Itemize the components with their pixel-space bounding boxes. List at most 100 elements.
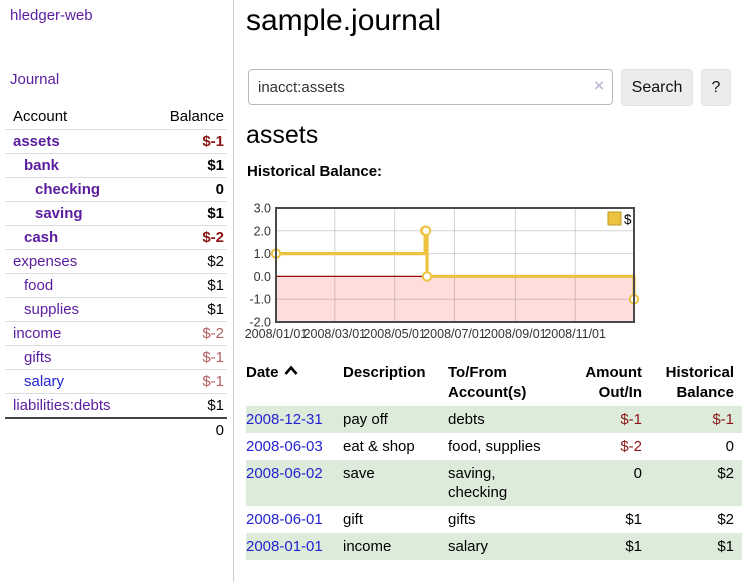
x-axis-tick-label: 2008/05/01 (363, 327, 426, 341)
account-row: saving $1 (5, 201, 227, 226)
transaction-date-link[interactable]: 2008-06-02 (246, 465, 323, 482)
register-header-amount: Amount Out/In (585, 364, 642, 401)
accounts-table-body: assets $-1 bank $1 checking 0 saving $1 cash $-2 e… (5, 129, 227, 442)
account-link[interactable]: checking (35, 180, 101, 198)
account-balance: $1 (143, 201, 227, 226)
y-axis-tick-label: -2.0 (249, 316, 271, 330)
app-title-link[interactable]: hledger-web (10, 7, 93, 24)
accounts-total-spacer (5, 416, 144, 442)
account-balance: $1 (143, 273, 227, 298)
transaction-date-link[interactable]: 2008-06-03 (246, 438, 323, 455)
account-row: supplies $1 (5, 297, 227, 322)
chart-title: Historical Balance: (247, 163, 383, 180)
account-balance: $-2 (143, 225, 227, 250)
help-button[interactable]: ? (701, 69, 731, 106)
transaction-accounts: gifts (448, 511, 476, 528)
account-row: assets $-1 (5, 129, 227, 154)
account-row: expenses $2 (5, 249, 227, 274)
account-balance: $1 (143, 153, 227, 178)
accounts-total-row: 0 (5, 416, 227, 442)
transaction-date-link[interactable]: 2008-12-31 (246, 411, 323, 428)
transaction-balance: $2 (717, 511, 734, 528)
account-link[interactable]: salary (24, 372, 65, 390)
account-link[interactable]: supplies (24, 300, 80, 318)
account-link[interactable]: bank (24, 156, 60, 174)
register-row: 2008-01-01 income salary $1 $1 (246, 533, 742, 560)
account-row: income $-2 (5, 321, 227, 346)
register-header-date[interactable]: Date (246, 360, 343, 406)
register-row: 2008-06-01 gift gifts $1 $2 (246, 506, 742, 533)
transaction-amount: $1 (625, 538, 642, 555)
register-table-body: 2008-12-31 pay off debts $-1 $-1 2008-06-03 ea… (246, 406, 742, 560)
account-link[interactable]: liabilities:debts (13, 396, 111, 414)
register-header-balance: Historical Balance (665, 364, 734, 401)
y-axis-tick-label: 0.0 (254, 270, 271, 284)
sidebar-divider (233, 0, 234, 582)
register-header-accounts: To/From Account(s) (448, 364, 527, 401)
search-input[interactable] (248, 69, 613, 105)
account-balance: $2 (143, 249, 227, 274)
transaction-accounts: debts (448, 411, 485, 428)
register-header-row: Date Description To/From Account(s) Amou… (246, 360, 742, 406)
x-axis-tick-label: 2008/03/01 (304, 327, 367, 341)
account-link[interactable]: assets (13, 132, 60, 150)
search-field-wrap: × (248, 69, 613, 105)
y-axis-tick-label: -1.0 (249, 293, 271, 307)
register-row: 2008-06-02 save saving, checking 0 $2 (246, 460, 742, 506)
legend-label: $ (624, 212, 632, 227)
transaction-accounts: salary (448, 538, 489, 555)
accounts-header-account: Account (5, 105, 144, 130)
x-axis-tick-label: 2008/07/01 (423, 327, 486, 341)
account-heading: assets (246, 121, 319, 149)
y-axis-tick-label: 1.0 (254, 247, 271, 261)
account-row: checking 0 (5, 177, 227, 202)
transaction-date-link[interactable]: 2008-01-01 (246, 538, 323, 555)
account-link[interactable]: expenses (13, 252, 78, 270)
account-link[interactable]: food (24, 276, 54, 294)
clear-search-icon[interactable]: × (594, 76, 604, 95)
transaction-amount: 0 (633, 465, 642, 482)
register-row: 2008-12-31 pay off debts $-1 $-1 (246, 406, 742, 433)
register-row: 2008-06-03 eat & shop food, supplies $-2 0 (246, 433, 742, 460)
transaction-description: eat & shop (343, 438, 415, 455)
account-row: gifts $-1 (5, 345, 227, 370)
transaction-accounts: saving, checking (448, 465, 508, 501)
account-balance: $1 (143, 393, 227, 418)
account-balance: $1 (143, 297, 227, 322)
accounts-total-balance: 0 (143, 416, 227, 442)
account-row: food $1 (5, 273, 227, 298)
search-button[interactable]: Search (621, 69, 693, 106)
negative-region (276, 276, 634, 322)
register-header-description: Description (343, 364, 426, 381)
historical-balance-chart: 3.0 2.0 1.0 0.0 -1.0 -2.02008/01/012008/03/01… (245, 202, 640, 341)
transaction-balance: 0 (725, 438, 734, 455)
accounts-balance-table: Account Balance assets $-1 bank $1 checking 0… (5, 105, 227, 442)
sort-ascending-icon (284, 365, 298, 375)
transaction-balance: $1 (717, 538, 734, 555)
transaction-description: income (343, 538, 392, 555)
transaction-amount: $-1 (620, 411, 642, 428)
account-link[interactable]: gifts (24, 348, 52, 366)
account-link[interactable]: cash (24, 228, 59, 246)
x-axis-tick-label: 2008/11/01 (544, 327, 606, 341)
transaction-amount: $1 (625, 511, 642, 528)
y-axis-tick-label: 3.0 (254, 202, 271, 216)
register-table: Date Description To/From Account(s) Amou… (246, 360, 742, 560)
transaction-amount: $-2 (620, 438, 642, 455)
transaction-description: gift (343, 511, 364, 528)
account-link[interactable]: income (13, 324, 62, 342)
plot-border (275, 207, 635, 323)
legend-swatch (607, 211, 622, 226)
account-row: bank $1 (5, 153, 227, 178)
transaction-balance: $2 (717, 465, 734, 482)
transaction-balance: $-1 (712, 411, 734, 428)
accounts-header-balance: Balance (143, 105, 227, 130)
sidebar-item-journal[interactable]: Journal (10, 71, 60, 88)
account-row: cash $-2 (5, 225, 227, 250)
page-title: sample.journal (246, 4, 442, 37)
data-point-marker (420, 225, 432, 236)
account-link[interactable]: saving (35, 204, 83, 222)
account-row: salary $-1 (5, 369, 227, 394)
transaction-date-link[interactable]: 2008-06-01 (246, 511, 323, 528)
transaction-description: save (343, 465, 375, 482)
